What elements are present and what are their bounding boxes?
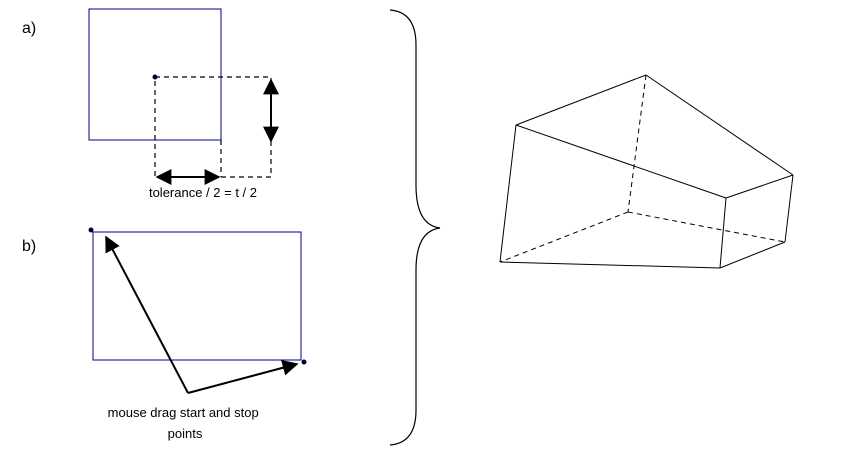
tolerance-caption: tolerance / 2 = t / 2 bbox=[149, 185, 257, 200]
frustum-edge bbox=[515, 124, 727, 199]
drag-start-point bbox=[88, 227, 94, 233]
drag-rectangle bbox=[92, 231, 302, 361]
panel-a: a) tolerance / 2 = t / 2 bbox=[22, 8, 279, 200]
panel-b: b) mouse drag start and stop points bbox=[22, 227, 307, 441]
drag-start-arrow bbox=[105, 235, 189, 394]
drag-caption: mouse drag start and stop points bbox=[108, 405, 263, 441]
frustum-edge bbox=[515, 74, 647, 126]
panel-b-label: b) bbox=[22, 238, 36, 255]
curly-brace bbox=[389, 9, 441, 446]
drag-caption-line-2: points bbox=[168, 426, 203, 441]
frustum-edge bbox=[719, 197, 727, 269]
drag-stop-point bbox=[301, 359, 307, 365]
pick-point bbox=[152, 74, 158, 80]
frustum-hidden-edge bbox=[499, 211, 629, 263]
tolerance-box bbox=[154, 76, 272, 178]
frustum-edge bbox=[719, 241, 786, 269]
frustum-edge bbox=[499, 261, 721, 269]
drag-stop-arrow bbox=[187, 359, 299, 394]
drag-caption-line-1: mouse drag start and stop bbox=[108, 405, 259, 420]
frustum-edge bbox=[645, 74, 794, 176]
frustum-hidden-edge bbox=[627, 211, 786, 243]
frustum-edge bbox=[725, 174, 794, 199]
frustum-edge bbox=[499, 124, 517, 263]
selection-frustum bbox=[499, 74, 794, 269]
frustum-hidden-edge bbox=[627, 74, 647, 213]
panel-a-label: a) bbox=[22, 20, 36, 37]
frustum-edge bbox=[784, 174, 794, 243]
